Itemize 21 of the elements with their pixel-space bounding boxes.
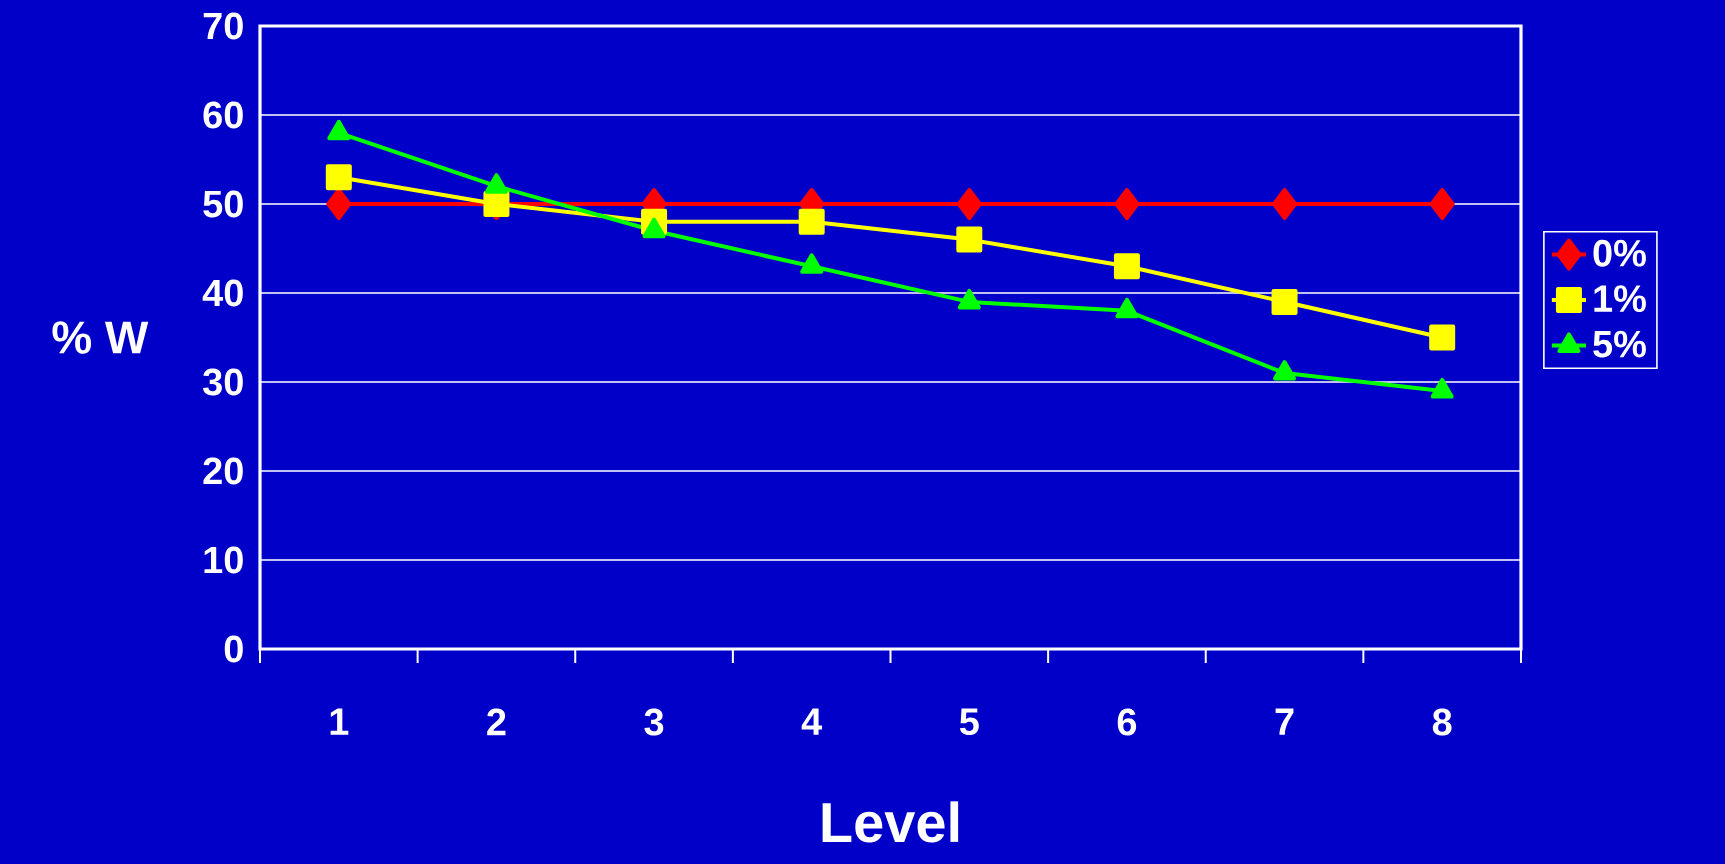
x-tick-label: 2: [487, 708, 506, 736]
legend-label: 5%: [1593, 330, 1646, 358]
y-tick-label: 60: [203, 101, 243, 129]
y-tick-label: 0: [224, 635, 243, 663]
x-tick-label: 1: [330, 708, 349, 735]
y-tick-label: 70: [203, 12, 243, 40]
y-tick-label: 20: [203, 457, 243, 485]
x-tick-label: 6: [1117, 708, 1137, 736]
y-axis-title: % W: [52, 321, 149, 354]
legend-label: 1%: [1594, 285, 1646, 313]
y-tick-label: 40: [202, 279, 243, 307]
legend-label: 0%: [1593, 239, 1646, 267]
y-tick-label: 10: [204, 546, 243, 574]
y-tick-label: 30: [203, 368, 243, 396]
x-tick-label: 3: [644, 708, 664, 736]
x-tick-label: 8: [1432, 708, 1452, 736]
x-tick-label: 4: [801, 708, 823, 735]
x-axis-title: Level: [822, 801, 959, 843]
x-tick-label: 7: [1275, 708, 1294, 735]
y-tick-label: 50: [203, 190, 243, 218]
x-tick-label: 5: [959, 708, 979, 736]
